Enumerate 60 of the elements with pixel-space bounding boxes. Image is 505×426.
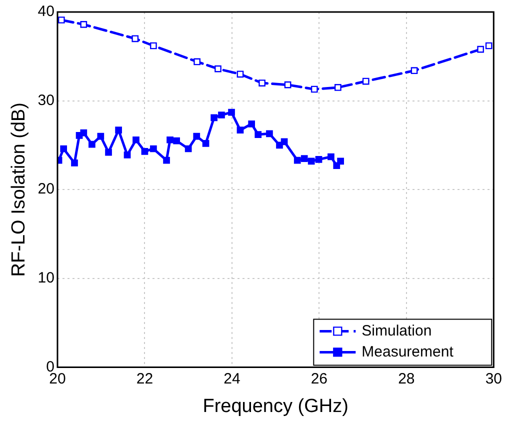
point <box>58 16 65 24</box>
x-tick-label: 30 <box>485 370 502 388</box>
point <box>150 145 157 152</box>
point <box>410 67 418 74</box>
y-axis-title: RF-LO Isolation (dB) <box>8 102 30 277</box>
point <box>328 153 334 160</box>
point <box>141 148 148 155</box>
point <box>228 108 235 116</box>
point <box>132 35 139 42</box>
point <box>248 120 256 128</box>
point <box>193 132 200 140</box>
point <box>236 126 244 134</box>
point <box>173 137 180 144</box>
x-axis-title: Frequency (GHz) <box>202 396 348 417</box>
y-tick-label: 10 <box>38 270 54 287</box>
point <box>254 131 262 138</box>
point <box>218 112 225 118</box>
point <box>80 21 88 28</box>
x-tick-label: 20 <box>49 370 66 388</box>
point <box>80 129 88 136</box>
legend-label: Simulation <box>362 322 432 340</box>
point <box>300 155 308 162</box>
x-tick-label: 24 <box>224 370 240 388</box>
point <box>485 42 492 50</box>
point <box>97 132 104 140</box>
point <box>88 140 96 148</box>
point <box>308 158 315 165</box>
point <box>115 126 122 134</box>
point <box>210 114 218 122</box>
point <box>258 80 266 86</box>
point <box>184 145 192 152</box>
point <box>71 160 78 166</box>
x-tick-label: 26 <box>310 370 328 388</box>
point <box>236 70 244 78</box>
point <box>266 130 273 138</box>
point <box>150 42 157 50</box>
point <box>477 46 484 53</box>
point <box>124 152 131 158</box>
point <box>362 78 370 85</box>
legend-label: Measurement <box>362 343 454 360</box>
y-tick-label: 40 <box>38 3 54 20</box>
point <box>105 148 112 156</box>
point <box>214 65 222 72</box>
y-tick-label: 20 <box>38 180 54 198</box>
point <box>163 156 170 164</box>
point <box>194 58 200 66</box>
point <box>284 81 292 88</box>
x-tick-label: 28 <box>398 370 415 388</box>
point <box>337 158 344 165</box>
point <box>202 140 210 147</box>
x-tick-label: 22 <box>136 370 154 388</box>
point <box>132 136 140 144</box>
point <box>166 136 174 144</box>
y-tick-label: 30 <box>38 92 54 109</box>
point <box>294 156 301 164</box>
point <box>60 145 68 152</box>
point <box>315 156 322 163</box>
point <box>310 86 318 93</box>
point <box>280 138 288 146</box>
point <box>334 84 342 91</box>
